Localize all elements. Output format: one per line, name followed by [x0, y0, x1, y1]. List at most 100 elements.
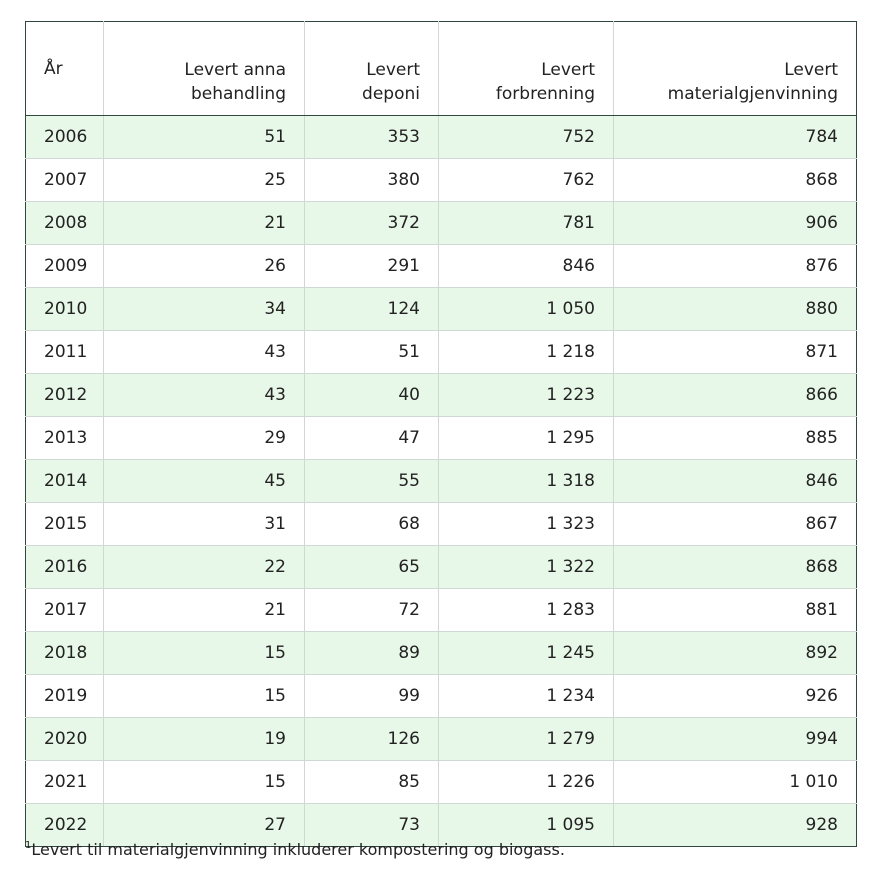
cell-incineration: 1 223 — [438, 373, 614, 417]
cell-other-treatment: 15 — [103, 760, 305, 804]
cell-incineration: 1 095 — [438, 803, 614, 847]
cell-material-recycling: 928 — [613, 803, 857, 847]
cell-year: 2008 — [25, 201, 104, 245]
cell-material-recycling: 846 — [613, 459, 857, 503]
table-header: År Levert anna behandling Levert deponi Le… — [25, 21, 857, 116]
cell-material-recycling: 784 — [613, 115, 857, 159]
cell-material-recycling: 880 — [613, 287, 857, 331]
table-row: 2020 19 126 1 279 994 — [25, 717, 857, 761]
cell-year: 2021 — [25, 760, 104, 804]
cell-other-treatment: 19 — [103, 717, 305, 761]
cell-material-recycling: 994 — [613, 717, 857, 761]
cell-incineration: 762 — [438, 158, 614, 202]
table-row: 2019 15 99 1 234 926 — [25, 674, 857, 718]
cell-incineration: 1 245 — [438, 631, 614, 675]
cell-year: 2019 — [25, 674, 104, 718]
header-row: År Levert anna behandling Levert deponi Le… — [25, 21, 857, 116]
cell-incineration: 1 279 — [438, 717, 614, 761]
cell-material-recycling: 866 — [613, 373, 857, 417]
cell-material-recycling: 868 — [613, 158, 857, 202]
cell-incineration: 781 — [438, 201, 614, 245]
cell-incineration: 1 295 — [438, 416, 614, 460]
cell-landfill: 72 — [304, 588, 439, 632]
cell-material-recycling: 885 — [613, 416, 857, 460]
cell-incineration: 1 318 — [438, 459, 614, 503]
cell-year: 2011 — [25, 330, 104, 374]
cell-year: 2013 — [25, 416, 104, 460]
cell-material-recycling: 881 — [613, 588, 857, 632]
cell-year: 2009 — [25, 244, 104, 288]
cell-landfill: 68 — [304, 502, 439, 546]
table-row: 2012 43 40 1 223 866 — [25, 373, 857, 417]
cell-year: 2012 — [25, 373, 104, 417]
cell-material-recycling: 876 — [613, 244, 857, 288]
cell-year: 2014 — [25, 459, 104, 503]
cell-landfill: 124 — [304, 287, 439, 331]
cell-material-recycling: 871 — [613, 330, 857, 374]
cell-other-treatment: 21 — [103, 201, 305, 245]
cell-landfill: 65 — [304, 545, 439, 589]
cell-incineration: 1 283 — [438, 588, 614, 632]
header-landfill: Levert deponi — [304, 21, 439, 116]
cell-other-treatment: 21 — [103, 588, 305, 632]
cell-landfill: 51 — [304, 330, 439, 374]
footnote-marker: 1 — [25, 840, 32, 851]
cell-material-recycling: 906 — [613, 201, 857, 245]
cell-year: 2007 — [25, 158, 104, 202]
cell-material-recycling: 926 — [613, 674, 857, 718]
cell-year: 2018 — [25, 631, 104, 675]
cell-other-treatment: 15 — [103, 674, 305, 718]
table-row: 2013 29 47 1 295 885 — [25, 416, 857, 460]
cell-other-treatment: 45 — [103, 459, 305, 503]
cell-landfill: 40 — [304, 373, 439, 417]
cell-landfill: 73 — [304, 803, 439, 847]
cell-other-treatment: 51 — [103, 115, 305, 159]
cell-year: 2010 — [25, 287, 104, 331]
footnote: 1Levert til materialgjenvinning inkluder… — [25, 840, 565, 859]
cell-other-treatment: 43 — [103, 373, 305, 417]
cell-year: 2017 — [25, 588, 104, 632]
header-other-treatment: Levert anna behandling — [103, 21, 305, 116]
header-incineration: Levert forbrenning — [438, 21, 614, 116]
waste-delivery-table: År Levert anna behandling Levert deponi Le… — [25, 21, 857, 847]
header-material-recycling: Levert materialgjenvinning — [613, 21, 857, 116]
cell-incineration: 752 — [438, 115, 614, 159]
table-row: 2008 21 372 781 906 — [25, 201, 857, 245]
cell-incineration: 1 226 — [438, 760, 614, 804]
cell-material-recycling: 868 — [613, 545, 857, 589]
table-row: 2016 22 65 1 322 868 — [25, 545, 857, 589]
cell-year: 2020 — [25, 717, 104, 761]
footnote-text: Levert til materialgjenvinning inkludere… — [31, 840, 565, 859]
cell-landfill: 372 — [304, 201, 439, 245]
cell-other-treatment: 22 — [103, 545, 305, 589]
cell-landfill: 89 — [304, 631, 439, 675]
table-row: 2017 21 72 1 283 881 — [25, 588, 857, 632]
table-row: 2006 51 353 752 784 — [25, 115, 857, 159]
cell-landfill: 380 — [304, 158, 439, 202]
table-body: 2006 51 353 752 784 2007 25 380 762 868 2008 21 372 7… — [25, 115, 857, 847]
table-row: 2007 25 380 762 868 — [25, 158, 857, 202]
table-row: 2014 45 55 1 318 846 — [25, 459, 857, 503]
table-row: 2009 26 291 846 876 — [25, 244, 857, 288]
cell-landfill: 47 — [304, 416, 439, 460]
cell-year: 2015 — [25, 502, 104, 546]
cell-landfill: 55 — [304, 459, 439, 503]
cell-landfill: 353 — [304, 115, 439, 159]
table-row: 2021 15 85 1 226 1 010 — [25, 760, 857, 804]
cell-material-recycling: 892 — [613, 631, 857, 675]
cell-year: 2022 — [25, 803, 104, 847]
table-row: 2015 31 68 1 323 867 — [25, 502, 857, 546]
cell-incineration: 1 050 — [438, 287, 614, 331]
cell-year: 2016 — [25, 545, 104, 589]
cell-incineration: 1 323 — [438, 502, 614, 546]
cell-other-treatment: 31 — [103, 502, 305, 546]
cell-other-treatment: 26 — [103, 244, 305, 288]
cell-year: 2006 — [25, 115, 104, 159]
cell-incineration: 1 234 — [438, 674, 614, 718]
cell-incineration: 1 218 — [438, 330, 614, 374]
cell-other-treatment: 43 — [103, 330, 305, 374]
table-row: 2011 43 51 1 218 871 — [25, 330, 857, 374]
cell-material-recycling: 867 — [613, 502, 857, 546]
table-row: 2010 34 124 1 050 880 — [25, 287, 857, 331]
cell-other-treatment: 25 — [103, 158, 305, 202]
